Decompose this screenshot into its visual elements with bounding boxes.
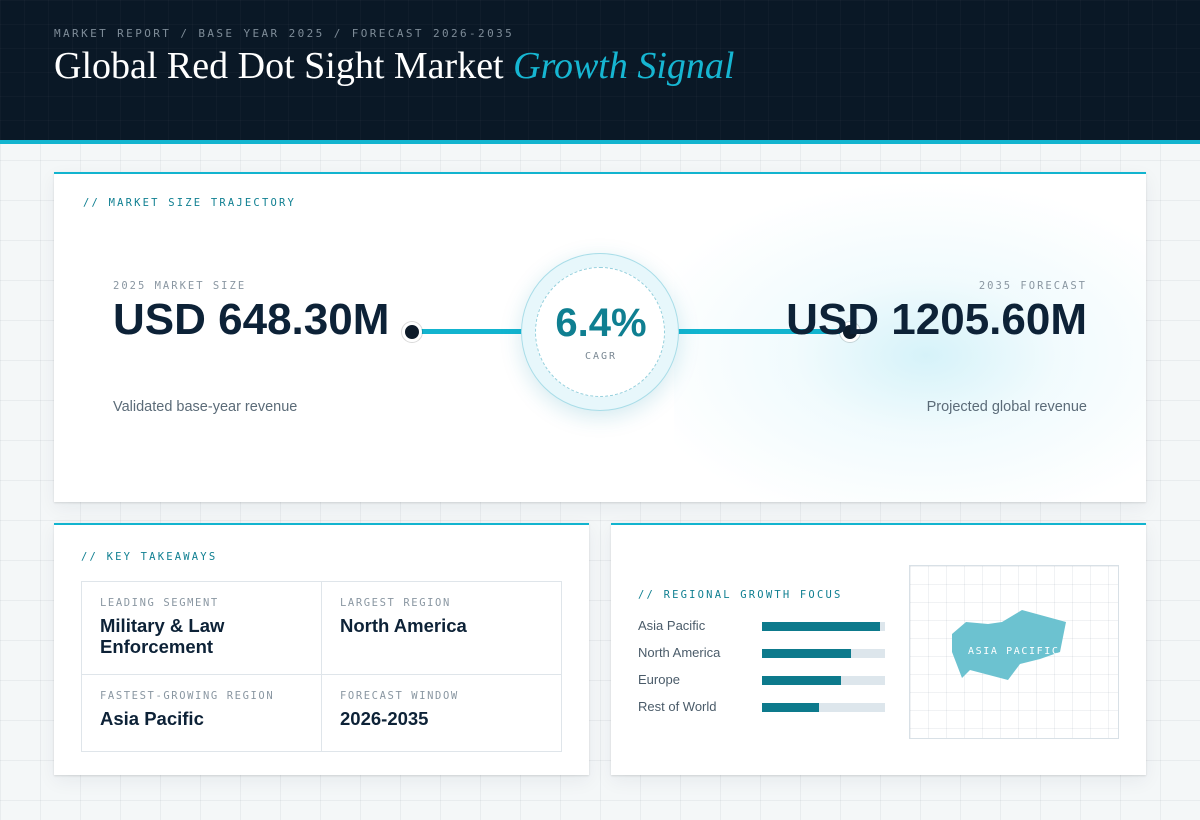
region-name: Rest of World	[638, 699, 717, 714]
takeaway-value: Military & Law Enforcement	[100, 615, 225, 657]
cagr-inner-ring: 6.4% CAGR	[535, 267, 665, 397]
trajectory-line-right	[664, 329, 842, 334]
takeaway-caption: FORECAST WINDOW	[340, 690, 459, 702]
title-accent: Growth Signal	[513, 45, 735, 87]
takeaways-label: // KEY TAKEAWAYS	[81, 551, 218, 563]
region-bar-fill	[762, 649, 851, 658]
forecast-caption: 2035 FORECAST	[978, 280, 1087, 292]
background-glow	[674, 174, 1146, 502]
region-bar-row: Europe	[638, 670, 898, 690]
cagr-value: 6.4%	[555, 301, 647, 345]
takeaway-largest-region: LARGEST REGION North America	[340, 597, 550, 636]
takeaway-caption: LARGEST REGION	[340, 597, 451, 609]
takeaway-leading-segment: LEADING SEGMENT Military & Law Enforceme…	[100, 597, 310, 657]
takeaway-forecast-window: FORECAST WINDOW 2026-2035	[340, 690, 550, 729]
takeaway-fastest-growing-region: FASTEST-GROWING REGION Asia Pacific	[100, 690, 310, 729]
region-bar-fill	[762, 703, 819, 712]
key-takeaways-card: // KEY TAKEAWAYS LEADING SEGMENT Militar…	[54, 523, 589, 775]
region-bar-row: North America	[638, 643, 898, 663]
trajectory-label: // MARKET SIZE TRAJECTORY	[83, 197, 297, 209]
region-bar-fill	[762, 676, 841, 685]
grid-divider-vertical	[321, 582, 322, 751]
report-eyebrow: MARKET REPORT / BASE YEAR 2025 / FORECAS…	[54, 27, 515, 40]
grid-divider-horizontal	[82, 674, 561, 675]
regional-label: // REGIONAL GROWTH FOCUS	[638, 589, 843, 601]
takeaway-value: North America	[340, 615, 467, 636]
regional-growth-card: // REGIONAL GROWTH FOCUS Asia Pacific No…	[611, 523, 1146, 775]
region-bar-fill	[762, 622, 881, 631]
region-bar-track	[762, 622, 885, 631]
region-bar-row: Rest of World	[638, 697, 898, 717]
region-name: Europe	[638, 672, 680, 687]
takeaways-grid: LEADING SEGMENT Military & Law Enforceme…	[81, 581, 562, 752]
base-year-subtitle: Validated base-year revenue	[113, 399, 298, 415]
forecast-value: USD 1205.60M	[786, 295, 1087, 344]
title-main: Global Red Dot Sight Market	[54, 45, 504, 87]
takeaway-value: 2026-2035	[340, 708, 429, 729]
region-bar-row: Asia Pacific	[638, 616, 898, 636]
takeaway-caption: FASTEST-GROWING REGION	[100, 690, 275, 702]
takeaway-value: Asia Pacific	[100, 708, 204, 729]
region-name: Asia Pacific	[638, 618, 706, 633]
page-title: Global Red Dot Sight Market Growth Signa…	[54, 44, 734, 88]
forecast-subtitle: Projected global revenue	[926, 399, 1087, 415]
report-header: MARKET REPORT / BASE YEAR 2025 / FORECAS…	[0, 0, 1200, 144]
cagr-badge: 6.4% CAGR	[521, 253, 679, 411]
takeaway-caption: LEADING SEGMENT	[100, 597, 219, 609]
region-bar-track	[762, 703, 885, 712]
end-point-marker	[840, 322, 860, 342]
cagr-label: CAGR	[584, 351, 618, 362]
map-region-label: ASIA PACIFIC	[968, 646, 1060, 657]
region-bar-track	[762, 649, 885, 658]
base-year-caption: 2025 MARKET SIZE	[113, 280, 247, 292]
region-bar-track	[762, 676, 885, 685]
region-name: North America	[638, 645, 721, 660]
market-size-trajectory-card: // MARKET SIZE TRAJECTORY 2025 MARKET SI…	[54, 172, 1146, 502]
region-map: ASIA PACIFIC	[909, 565, 1119, 739]
asia-pacific-map-icon	[952, 610, 1066, 680]
trajectory-line-left	[416, 329, 526, 334]
start-point-marker	[402, 322, 422, 342]
base-year-value: USD 648.30M	[113, 295, 390, 344]
